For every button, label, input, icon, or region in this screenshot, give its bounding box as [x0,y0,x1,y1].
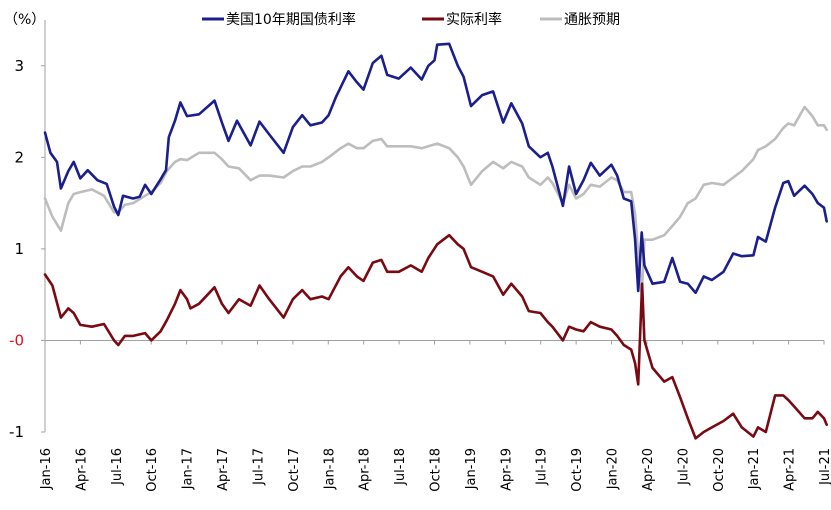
series-line-1 [43,233,829,440]
x-tick-label: Apr-20 [641,448,656,491]
x-tick-label: Oct-17 [287,448,302,492]
x-tick-label: Jan-16 [39,448,54,490]
x-tick-label: Oct-20 [712,448,727,492]
chart-legend: 美国10年期国债利率 实际利率 通胀预期 [202,11,620,28]
x-tick-label: Jan-19 [464,448,479,490]
x-tick-label: Apr-19 [499,448,514,491]
x-tick-label: Jul-16 [110,448,125,486]
x-tick-label: Apr-17 [216,448,231,491]
x-axis-ticks: Jan-16 Apr-16 Jul-16 Oct-16 Jan-17 Apr-17 Jul-… [39,340,831,492]
legend-label-2: 通胀预期 [564,12,620,28]
series-layer [43,42,829,440]
x-tick-label: Jan-17 [181,448,196,490]
y-axis-ticks: 3 2 1 -0 -1 [9,57,45,441]
y-tick-label: -0 [9,331,24,349]
legend-label-1: 实际利率 [446,11,502,28]
x-tick-label: Jan-21 [747,448,762,490]
x-tick-label: Apr-16 [74,448,89,491]
series-line-0 [43,42,829,295]
x-tick-label: Jul-17 [251,448,266,486]
x-tick-label: Oct-19 [570,448,585,492]
y-tick-label: 1 [14,240,24,258]
x-tick-label: Jul-19 [535,448,550,486]
x-tick-label: Jul-21 [818,448,831,486]
y-tick-label: 2 [14,148,24,166]
y-axis-unit-label: （%） [4,12,45,28]
x-tick-label: Jul-20 [676,448,691,486]
x-tick-label: Jul-18 [393,448,408,486]
x-tick-label: Jan-18 [322,448,337,490]
x-tick-label: Apr-21 [783,448,798,491]
legend-label-0: 美国10年期国债利率 [226,11,356,28]
y-tick-label: 3 [14,57,24,75]
x-tick-label: Oct-16 [145,448,160,492]
x-tick-label: Oct-18 [429,448,444,492]
y-tick-label: -1 [9,423,24,441]
x-tick-label: Jan-20 [606,448,621,490]
x-tick-label: Apr-18 [358,448,373,491]
series-line-2 [43,105,829,297]
